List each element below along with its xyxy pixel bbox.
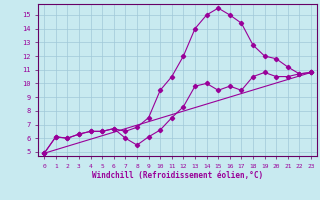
X-axis label: Windchill (Refroidissement éolien,°C): Windchill (Refroidissement éolien,°C) — [92, 171, 263, 180]
